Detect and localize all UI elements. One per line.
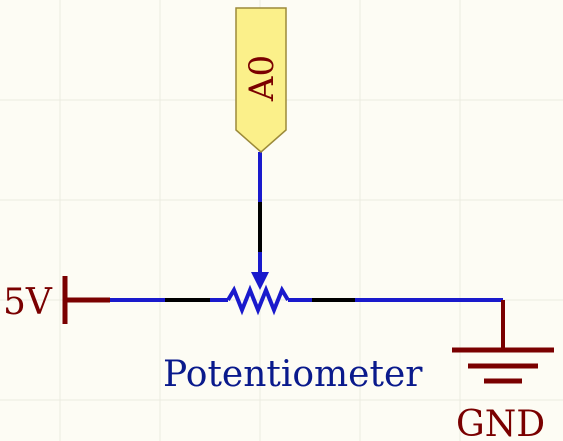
component-label: Potentiometer	[163, 354, 423, 395]
power-label: 5V	[3, 282, 53, 323]
ground-symbol	[452, 300, 554, 384]
wiper-arrow	[251, 272, 269, 290]
resistor-zigzag	[226, 284, 290, 316]
power-port-symbol	[62, 276, 110, 324]
ground-label: GND	[456, 404, 545, 441]
net-label-shape	[235, 7, 287, 153]
net-label-text: A0	[242, 55, 282, 102]
